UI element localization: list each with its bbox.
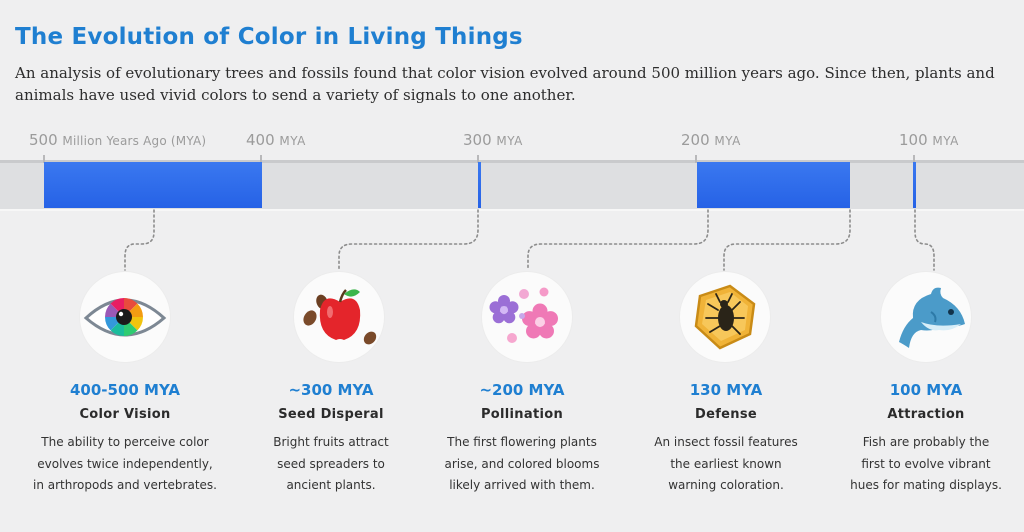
page-title: The Evolution of Color in Living Things <box>15 24 523 50</box>
leader-line-pollination <box>527 209 709 271</box>
tick-mark <box>260 155 262 163</box>
event-title-pollination: ~200 MYA <box>479 381 565 399</box>
icon-circle-color-vision <box>80 272 170 362</box>
flowers-icon <box>489 287 558 343</box>
tick-unit: MYA <box>932 134 959 148</box>
tick-unit: MYA <box>714 134 741 148</box>
event-desc-attraction: Fish are probably the first to evolve vi… <box>826 432 1024 497</box>
apple-seeds-icon <box>303 289 377 345</box>
desc-line: hues for mating displays. <box>850 478 1002 492</box>
desc-line: first to evolve vibrant <box>861 456 991 471</box>
desc-line: evolves twice independently, <box>37 456 213 471</box>
tick-label-100: 100 MYA <box>899 131 959 149</box>
event-name-pollination: Pollination <box>480 407 563 422</box>
desc-line: warning coloration. <box>668 478 784 492</box>
leader-line-color-vision <box>124 209 155 271</box>
timeline-bar-pollination <box>696 162 849 208</box>
icon-circle-defense <box>680 272 770 362</box>
timeline-bar-attraction <box>912 162 916 208</box>
tick-number: 300 <box>463 131 492 149</box>
desc-line: Fish are probably the <box>862 435 990 449</box>
desc-line: likely arrived with them. <box>449 478 595 492</box>
desc-line: arise, and colored blooms <box>444 456 600 471</box>
event-desc-seed-dispersal: Bright fruits attract seed spreaders to … <box>231 432 431 497</box>
tick-label-400: 400 MYA <box>246 131 306 149</box>
tick-label-200: 200 MYA <box>681 131 741 149</box>
tick-unit: MYA <box>496 134 523 148</box>
event-name-seed-dispersal: Seed Disperal <box>278 407 384 422</box>
tick-unit: MYA <box>279 134 306 148</box>
event-desc-color-vision: The ability to perceive color evolves tw… <box>25 432 225 497</box>
tick-number: 400 <box>246 131 275 149</box>
tick-number: 200 <box>681 131 710 149</box>
icon-circle-seed-dispersal <box>294 272 384 362</box>
event-title-defense: 130 MYA <box>689 381 763 399</box>
tick-mark <box>695 155 697 163</box>
insect-fossil-icon <box>694 284 756 350</box>
event-name-attraction: Attraction <box>887 407 965 422</box>
desc-line: ancient plants. <box>286 478 376 492</box>
leader-line-seed-dispersal <box>338 209 479 271</box>
leader-line-defense <box>723 209 851 271</box>
timeline-bar-color-vision <box>44 162 262 208</box>
icon-circle-pollination <box>482 272 572 362</box>
page-subtitle: An analysis of evolutionary trees and fo… <box>15 64 995 104</box>
tick-mark <box>913 155 915 163</box>
desc-line: An insect fossil features <box>654 435 798 449</box>
leader-line-attraction <box>914 209 935 271</box>
tick-number: 100 <box>899 131 928 149</box>
event-desc-pollination: The first flowering plants arise, and co… <box>422 432 622 497</box>
desc-line: The first flowering plants <box>447 435 597 449</box>
tick-mark <box>477 155 479 163</box>
desc-line: The ability to perceive color <box>41 435 209 449</box>
event-desc-defense: An insect fossil features the earliest k… <box>626 432 826 497</box>
tick-mark <box>43 155 45 163</box>
tick-unit: Million Years Ago (MYA) <box>62 134 207 148</box>
timeline-bar-seed-dispersal <box>477 162 481 208</box>
fish-icon <box>899 287 965 348</box>
desc-line: Bright fruits attract <box>273 435 389 449</box>
desc-line: in arthropods and vertebrates. <box>33 478 217 492</box>
timeline-bar-defense <box>847 162 851 208</box>
desc-line: seed spreaders to <box>277 456 385 471</box>
event-title-color-vision: 400-500 MYA <box>69 381 181 399</box>
icon-circle-attraction <box>881 272 971 362</box>
tick-label-500: 500 Million Years Ago (MYA) <box>29 131 206 149</box>
desc-line: the earliest known <box>670 456 782 471</box>
tick-number: 500 <box>29 131 58 149</box>
event-title-seed-dispersal: ~300 MYA <box>288 381 374 399</box>
eye-icon <box>83 298 167 337</box>
event-name-color-vision: Color Vision <box>79 407 171 422</box>
tick-label-300: 300 MYA <box>463 131 523 149</box>
event-title-attraction: 100 MYA <box>889 381 963 399</box>
event-name-defense: Defense <box>695 407 757 422</box>
